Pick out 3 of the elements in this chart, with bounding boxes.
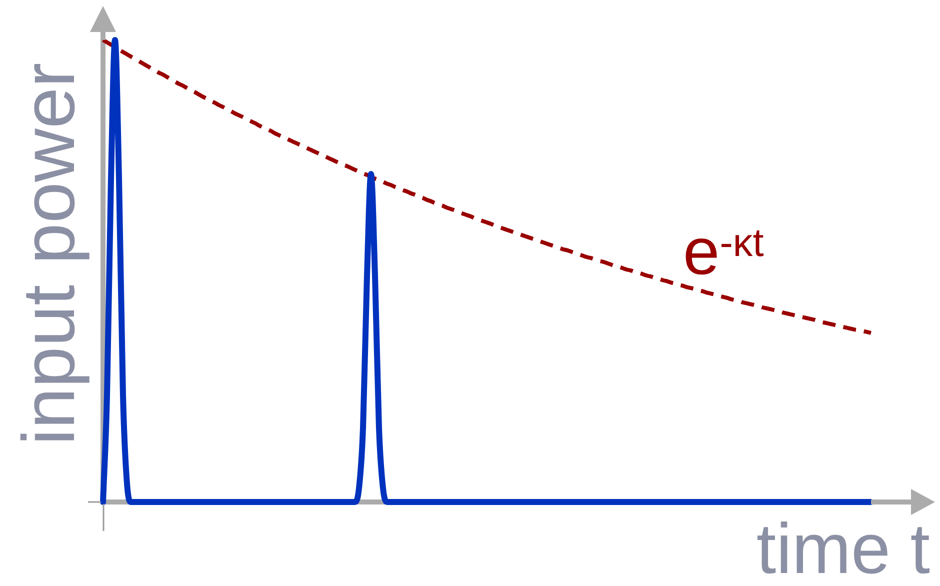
series-label: e$^{-κt}$ — [683, 214, 764, 288]
x-axis-title: time t — [756, 510, 930, 586]
y-axis-title: input power — [7, 62, 90, 446]
